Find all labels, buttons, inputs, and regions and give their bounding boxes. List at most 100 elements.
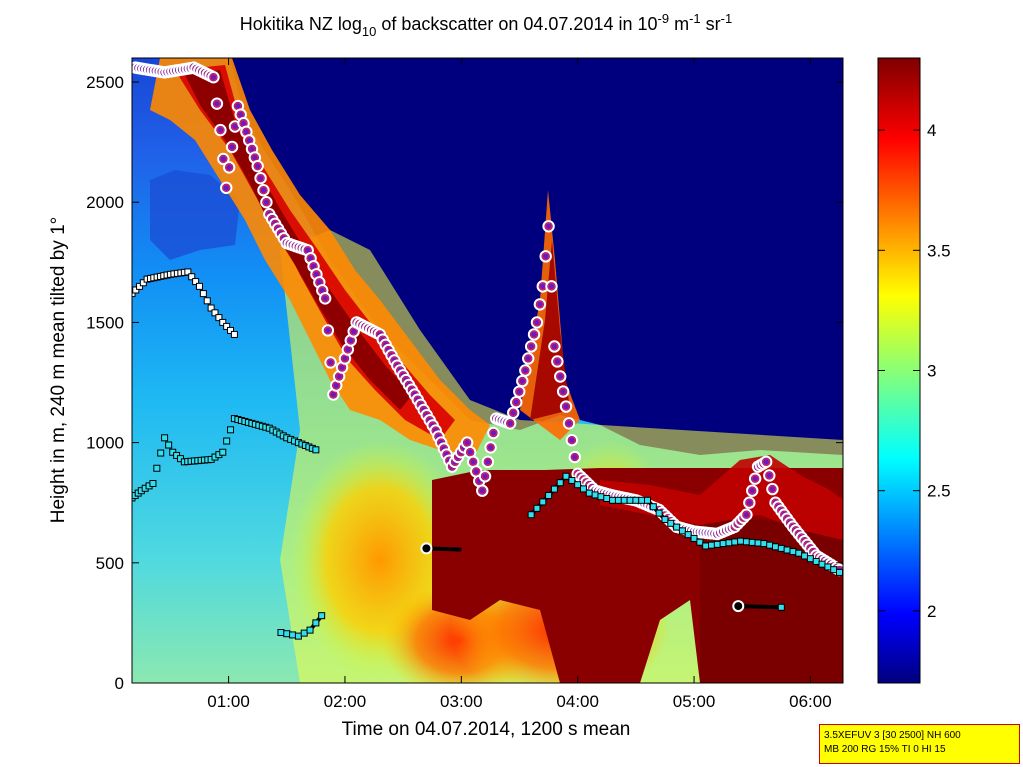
cloud-base-point-core [231, 122, 239, 131]
cloud-base-point-core [324, 326, 332, 335]
heatmap-low-signal-patch [150, 170, 240, 260]
x-axis-label: Time on 04.07.2014, 1200 s mean [342, 719, 631, 740]
colorbar-tick-label: 3.5 [927, 241, 951, 260]
boundary-layer-point [667, 519, 675, 527]
upper-layer-point [203, 297, 211, 305]
upper-layer-point [215, 314, 223, 322]
y-tick-label: 2000 [86, 193, 124, 212]
cloud-base-point-core [751, 474, 759, 483]
cloud-base-point-core [742, 511, 751, 519]
x-axis: 01:00 02:00 03:00 04:00 05:00 06:00 [207, 58, 832, 711]
colorbar-tick-label: 4 [927, 121, 936, 140]
info-line-2: MB 200 RG 15% TI 0 HI 15 [824, 744, 946, 755]
cloud-base-point-core [489, 429, 498, 437]
boundary-layer-point [649, 503, 657, 511]
info-line-1: 3.5XEFUV 3 [30 2500] NH 600 [824, 730, 961, 741]
upper-layer-point [230, 330, 238, 338]
cloud-base-point-core [341, 354, 349, 363]
chart-title: Hokitika NZ log10 of backscatter on 04.0… [240, 11, 732, 39]
boundary-layer-point [801, 552, 809, 560]
colorbar-tick-label: 2.5 [927, 482, 951, 501]
cloud-base-point-core [219, 155, 228, 163]
low-layer-point [277, 629, 285, 637]
boundary-layer-point [737, 537, 745, 545]
upper-layer-point [207, 304, 215, 312]
cloud-base-point-core [251, 153, 259, 162]
cloud-base-point-core [565, 419, 573, 428]
cloud-base-point-core [245, 136, 253, 145]
aerosol-layer-point [223, 437, 231, 445]
colorbar-tick-label: 3 [927, 362, 936, 381]
boundary-layer-point [609, 496, 617, 504]
boundary-layer-point [806, 555, 814, 563]
boundary-layer-start-marker [420, 542, 433, 555]
cloud-base-point-core [541, 252, 550, 261]
cloud-base-point-core [216, 126, 225, 134]
cloud-base-point-core [521, 366, 530, 375]
boundary-layer-point [789, 548, 797, 556]
boundary-layer-point [562, 472, 570, 480]
cloud-base-point-core [349, 327, 358, 336]
cloud-base-point-core [553, 357, 562, 366]
low-layer-point [294, 632, 302, 640]
boundary-layer-point [754, 539, 762, 547]
colorbar-tick-label: 2 [927, 602, 936, 621]
x-tick-label: 05:00 [673, 692, 716, 711]
upper-layer-point [132, 286, 140, 294]
low-layer-line [738, 604, 782, 610]
cloud-base-point-core [463, 438, 471, 447]
boundary-layer-point [568, 476, 576, 484]
y-tick-label: 1500 [86, 313, 124, 332]
cloud-base-point-core [486, 443, 495, 452]
cloud-base-point-core [530, 330, 538, 339]
boundary-layer-point [539, 498, 547, 506]
low-layer-point [777, 603, 785, 611]
boundary-layer-point [708, 541, 716, 549]
cloud-base-point-core [745, 499, 754, 507]
cloud-base-point-core [253, 162, 262, 170]
boundary-layer-point [603, 495, 611, 503]
boundary-layer-point [725, 539, 733, 547]
cloud-base-point-core [547, 282, 556, 291]
heatmap-cloud-core [185, 70, 412, 410]
cloud-base-point-core [469, 458, 477, 466]
boundary-layer-point [585, 489, 593, 497]
low-layer-start-marker [732, 600, 745, 613]
boundary-layer-point [673, 523, 681, 531]
upper-layer-point [223, 322, 231, 330]
cloud-base-point-core [478, 486, 486, 495]
cloud-base-point-core [256, 174, 265, 182]
boundary-layer-point [556, 479, 564, 487]
parameter-info-box: 3.5XEFUV 3 [30 2500] NH 600 MB 200 RG 15… [819, 724, 1020, 764]
cloud-base-point-core [338, 363, 346, 372]
cloud-base-point-core [239, 119, 248, 127]
low-layer-point [289, 631, 297, 639]
low-layer-point [283, 630, 291, 638]
aerosol-layer-point [165, 441, 173, 449]
cloud-base-point-core [248, 145, 256, 153]
boundary-layer-point [836, 568, 843, 576]
cloud-base-point-core [506, 419, 514, 428]
boundary-layer-point [742, 538, 750, 546]
cloud-base-point-core [222, 184, 230, 192]
upper-layer-point [195, 282, 203, 290]
cloud-base-point-core [518, 377, 526, 385]
aerosol-layer-point [149, 479, 157, 487]
boundary-layer-point [614, 496, 622, 504]
cloud-base-point-core [568, 436, 576, 444]
boundary-layer-point [766, 541, 774, 549]
cloud-base-point-core [344, 345, 352, 354]
aerosol-layer-point [153, 464, 161, 472]
boundary-layer-point [713, 540, 721, 548]
cloud-base-point-core [209, 73, 218, 81]
heatmap-plot-area [132, 58, 843, 683]
upper-layer-point [188, 273, 196, 281]
cloud-base-point-core [347, 336, 355, 345]
cloud-base-point-core [539, 282, 547, 291]
boundary-layer-point [702, 542, 710, 550]
boundary-layer-point [626, 496, 634, 504]
cloud-base-point-core [556, 372, 564, 381]
boundary-layer-point [783, 546, 791, 554]
cloud-base-point-core [550, 342, 559, 351]
cloud-base-point-core [326, 358, 335, 367]
